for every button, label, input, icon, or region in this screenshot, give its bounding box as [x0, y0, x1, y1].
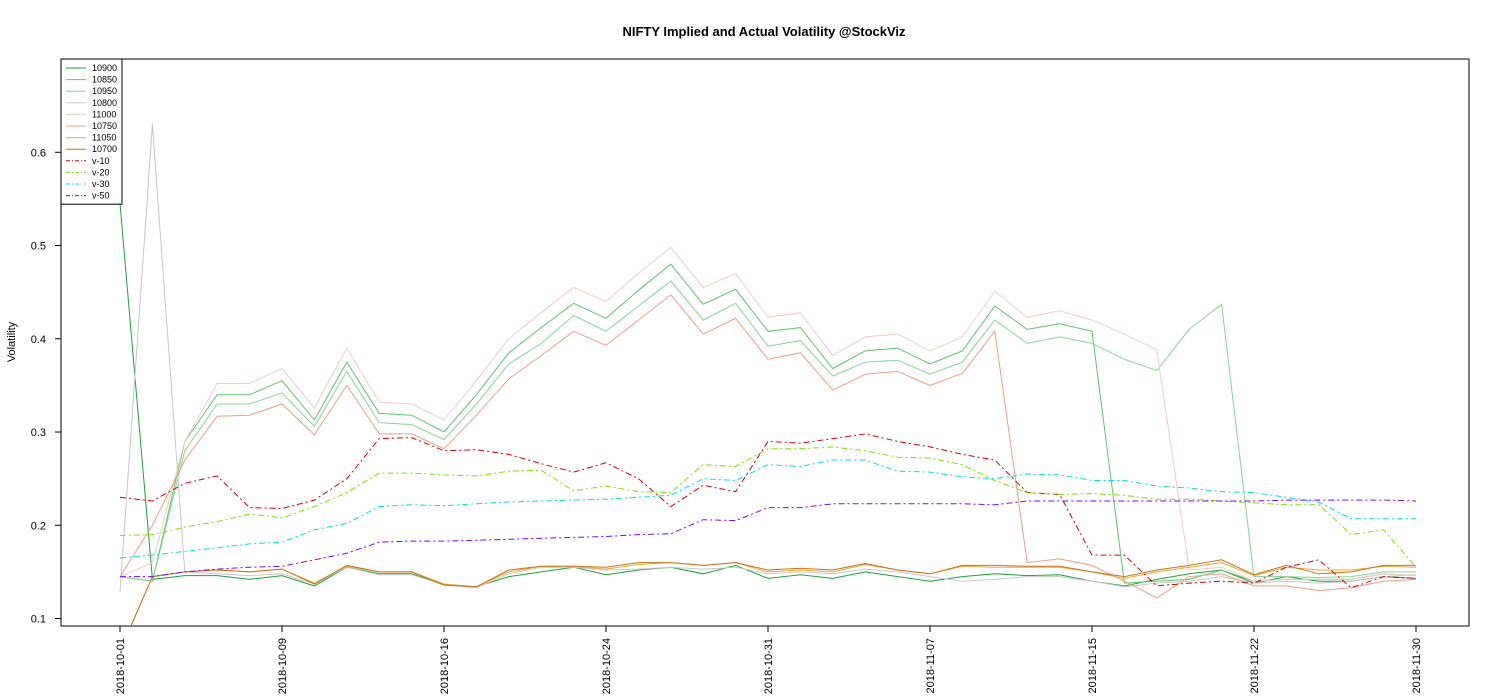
- y-tick-label: 0.6: [31, 147, 46, 159]
- series-line-v-10: [119, 433, 1417, 589]
- legend-label: 10800: [92, 98, 117, 108]
- series-line-10900: [119, 203, 1417, 588]
- legend-label: 11000: [92, 109, 116, 119]
- legend-label: v-30: [92, 179, 110, 189]
- series-line-v-50: [120, 499, 1417, 578]
- legend-label: v-20: [92, 167, 110, 177]
- legend-label: 10700: [92, 144, 117, 154]
- plot-area-frame: [60, 58, 1470, 627]
- legend-box: [60, 58, 123, 205]
- legend-label: 11050: [92, 133, 116, 143]
- series-line-v-30: [119, 459, 1416, 559]
- series-line-10950: [119, 280, 1416, 582]
- x-tick-label: 2018-10-31: [763, 638, 775, 694]
- series-line-v-20: [119, 446, 1417, 568]
- series-lines: [119, 124, 1417, 626]
- x-tick-label: 2018-10-01: [115, 638, 127, 694]
- legend-label: 10900: [92, 63, 117, 73]
- chart-title: NIFTY Implied and Actual Volatility @Sto…: [622, 24, 906, 39]
- series-line-11000: [119, 246, 1417, 582]
- x-axis: 2018-10-01 2018-10-09 2018-10-16 2018-10-24…: [115, 626, 1423, 694]
- legend-label: 10750: [92, 121, 117, 131]
- y-tick-label: 0.4: [31, 334, 46, 346]
- x-tick-label: 2018-10-24: [601, 638, 613, 694]
- series-line-11050: [130, 562, 1417, 626]
- x-tick-label: 2018-11-15: [1087, 638, 1099, 693]
- legend-label: v-10: [92, 156, 110, 166]
- x-tick-label: 2018-10-09: [277, 638, 289, 694]
- y-tick-label: 0.5: [31, 241, 46, 253]
- y-axis-label: Volatility: [6, 321, 18, 362]
- y-tick-label: 0.2: [31, 520, 46, 532]
- series-line-10850: [119, 263, 1417, 584]
- series-line-10700: [130, 559, 1416, 626]
- y-tick-label: 0.1: [31, 614, 46, 626]
- series-line-10750: [119, 294, 1417, 599]
- legend-label: 10950: [92, 86, 117, 96]
- x-tick-label: 2018-11-07: [925, 638, 937, 693]
- x-tick-label: 2018-11-30: [1411, 638, 1423, 693]
- x-tick-label: 2018-10-16: [439, 638, 451, 694]
- series-line-10800: [119, 124, 1417, 593]
- y-tick-label: 0.3: [31, 427, 46, 439]
- y-axis: 0.1 0.2 0.3 0.4 0.5 0.6: [31, 147, 61, 626]
- legend-label: v-50: [92, 191, 110, 201]
- legend-label: 10850: [92, 75, 117, 85]
- x-tick-label: 2018-11-22: [1249, 638, 1261, 693]
